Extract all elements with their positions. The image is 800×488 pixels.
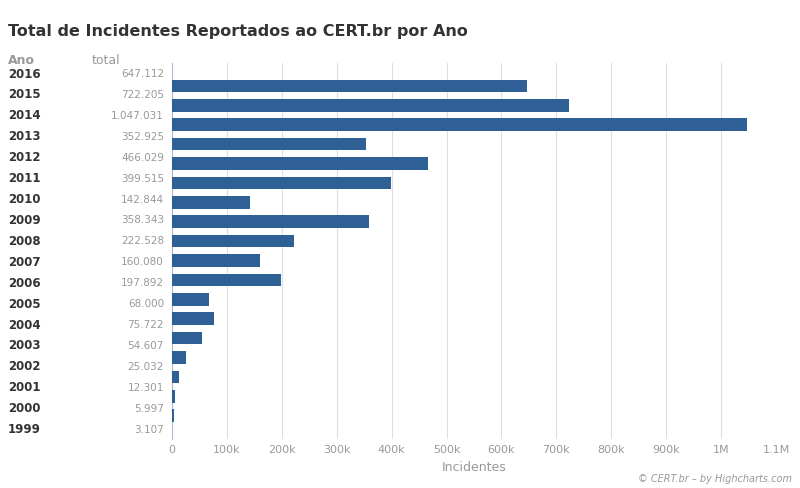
Text: 25.032: 25.032 [128, 361, 164, 371]
Text: © CERT.br – by Highcharts.com: © CERT.br – by Highcharts.com [638, 473, 792, 483]
Text: 5.997: 5.997 [134, 403, 164, 413]
Text: 3.107: 3.107 [134, 424, 164, 434]
Text: 2014: 2014 [8, 109, 41, 122]
Bar [172, 371, 178, 384]
Text: 12.301: 12.301 [128, 382, 164, 392]
Text: 399.515: 399.515 [121, 173, 164, 183]
Text: 722.205: 722.205 [121, 90, 164, 100]
Text: 2002: 2002 [8, 360, 41, 373]
Text: 68.000: 68.000 [128, 299, 164, 308]
Bar [172, 177, 391, 190]
Text: 2004: 2004 [8, 318, 41, 331]
Bar [172, 81, 527, 93]
Bar [172, 216, 369, 228]
Text: 142.844: 142.844 [121, 194, 164, 204]
Text: 2013: 2013 [8, 130, 41, 143]
Text: 2005: 2005 [8, 297, 41, 310]
Bar [172, 255, 260, 267]
Text: 197.892: 197.892 [121, 278, 164, 287]
Text: 222.528: 222.528 [121, 236, 164, 246]
Text: 2010: 2010 [8, 193, 41, 205]
Text: 2016: 2016 [8, 67, 41, 81]
Text: 2006: 2006 [8, 276, 41, 289]
Text: 2008: 2008 [8, 234, 41, 247]
Text: 2015: 2015 [8, 88, 41, 101]
Text: 2003: 2003 [8, 339, 41, 352]
Bar [172, 235, 294, 248]
Bar [172, 313, 214, 325]
Text: 2000: 2000 [8, 402, 41, 414]
Bar [172, 158, 428, 170]
Text: 647.112: 647.112 [121, 69, 164, 79]
Text: 466.029: 466.029 [121, 152, 164, 163]
Bar [172, 274, 281, 286]
Text: 2012: 2012 [8, 151, 41, 164]
Text: 358.343: 358.343 [121, 215, 164, 225]
Text: 1999: 1999 [8, 422, 41, 435]
Text: 1.047.031: 1.047.031 [111, 111, 164, 121]
Text: 2009: 2009 [8, 214, 41, 226]
Bar [172, 293, 210, 306]
Text: 160.080: 160.080 [122, 257, 164, 267]
Bar [172, 332, 202, 345]
Text: total: total [92, 54, 121, 67]
Bar [172, 100, 569, 112]
Bar [172, 119, 747, 132]
Text: 352.925: 352.925 [121, 131, 164, 142]
Bar [172, 390, 175, 403]
Text: Total de Incidentes Reportados ao CERT.br por Ano: Total de Incidentes Reportados ao CERT.b… [8, 24, 468, 40]
Text: 54.607: 54.607 [128, 340, 164, 350]
Bar [172, 139, 366, 151]
X-axis label: Incidentes: Incidentes [442, 460, 506, 472]
Text: Ano: Ano [8, 54, 35, 67]
Text: 2007: 2007 [8, 255, 41, 268]
Bar [172, 197, 250, 209]
Bar [172, 351, 186, 364]
Bar [172, 409, 174, 422]
Text: 2011: 2011 [8, 172, 41, 185]
Text: 2001: 2001 [8, 381, 41, 393]
Text: 75.722: 75.722 [127, 319, 164, 329]
